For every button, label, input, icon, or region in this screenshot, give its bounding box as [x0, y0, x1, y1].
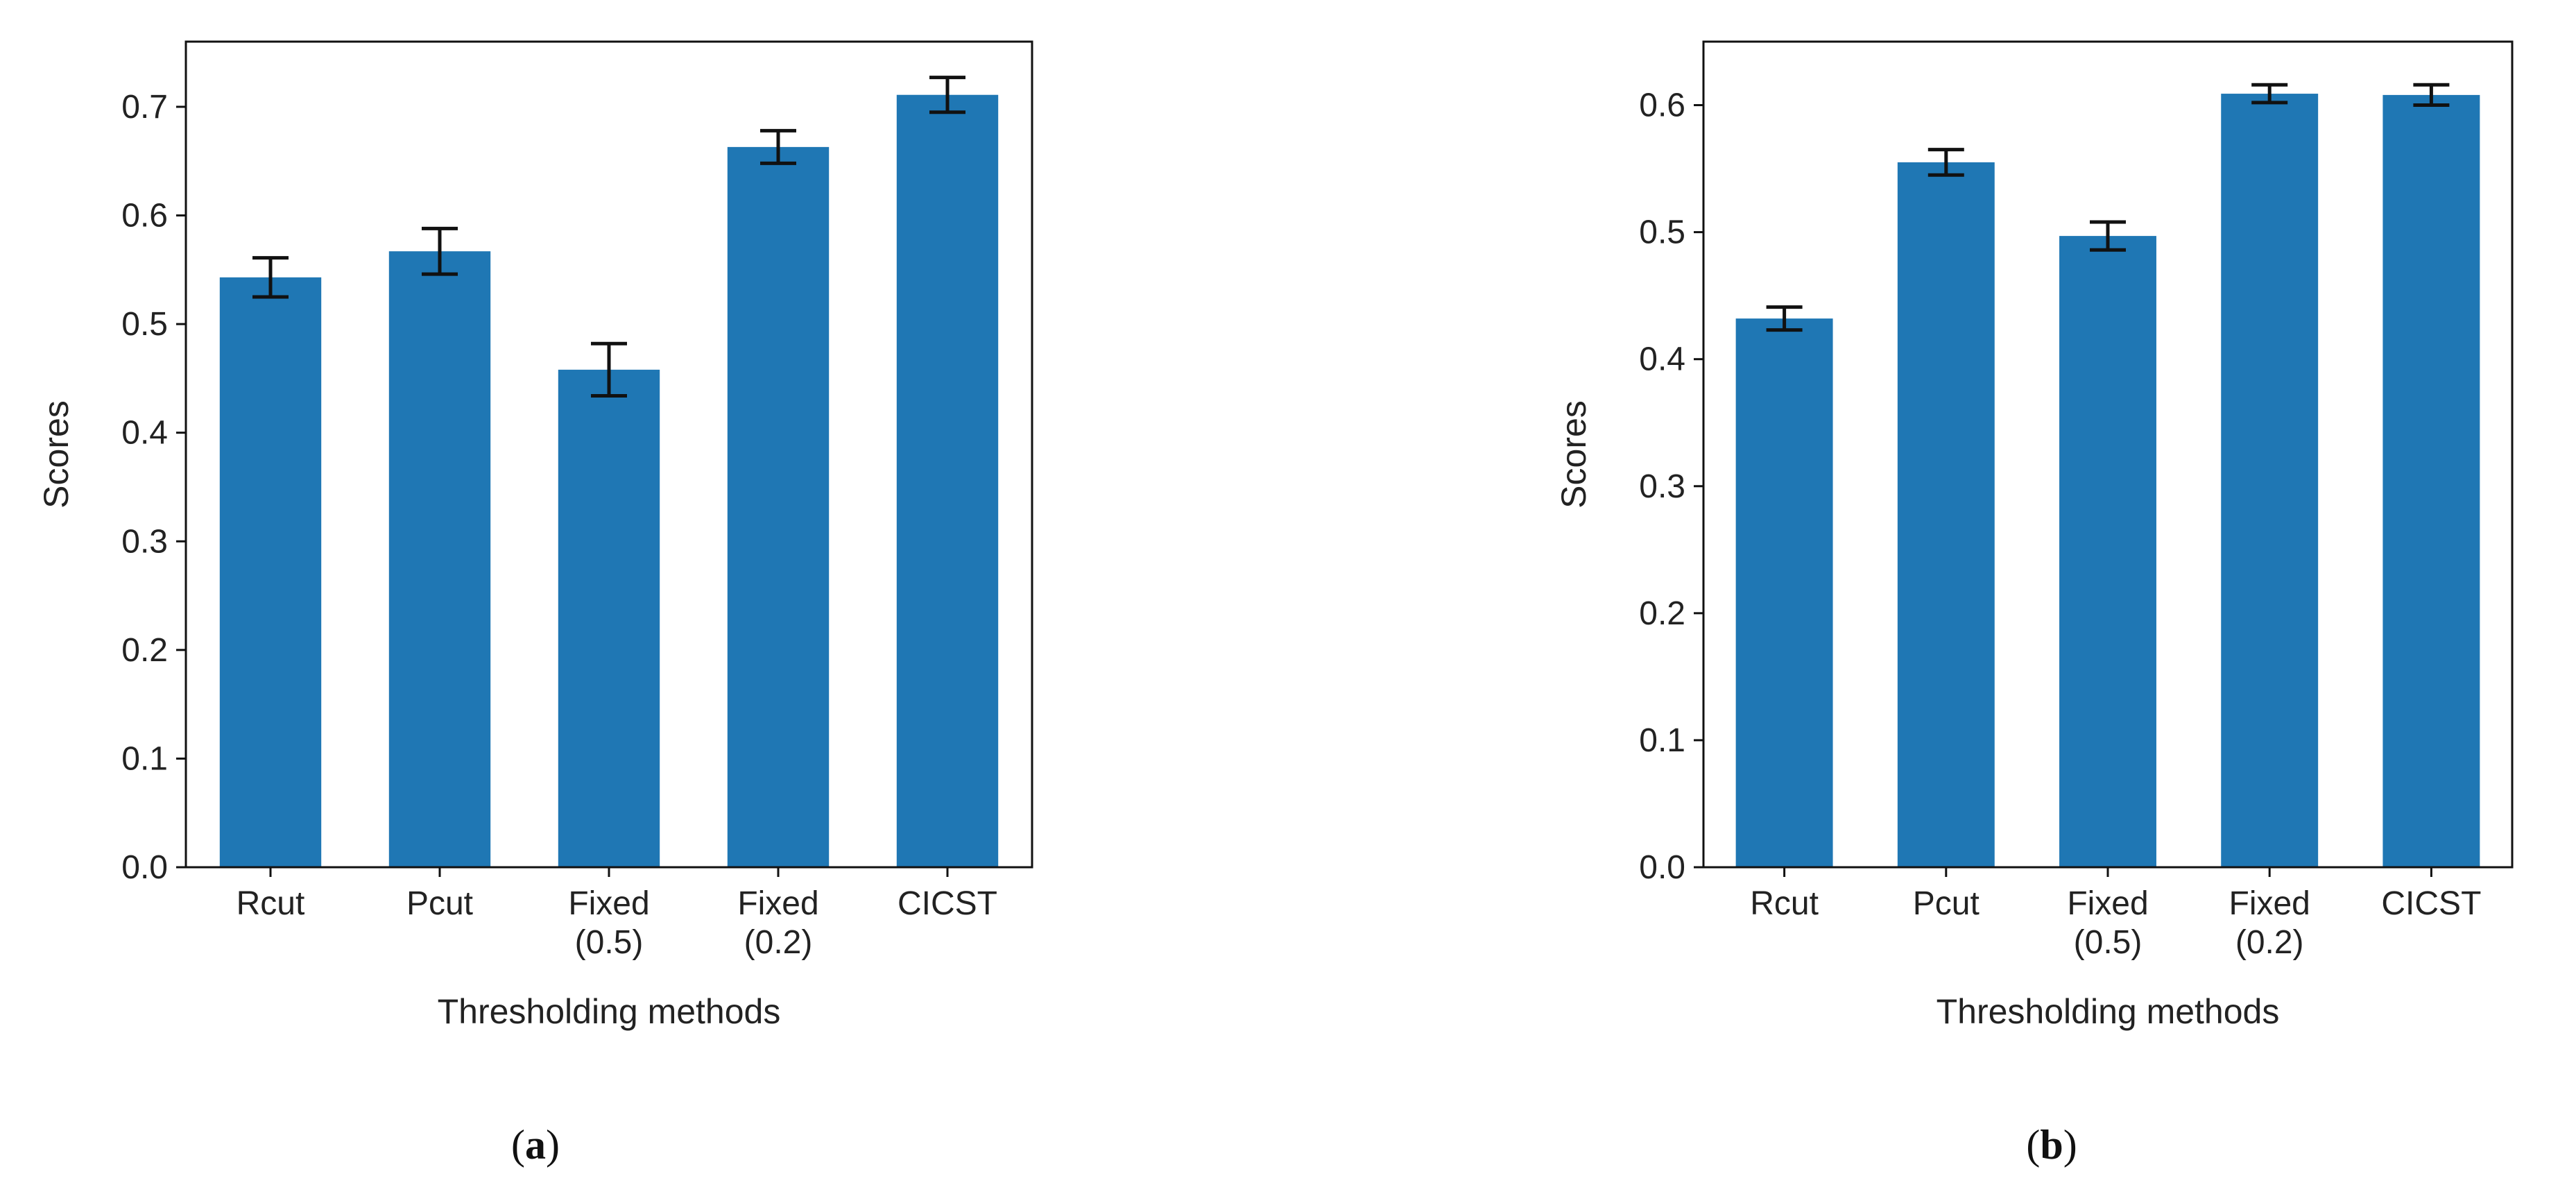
panel-label: (a): [511, 1122, 560, 1168]
y-tick-label: 0.1: [121, 740, 168, 777]
bar: [2382, 94, 2480, 867]
x-tick-label: Fixed (0.2): [737, 885, 818, 961]
bar: [896, 94, 999, 868]
error-bar: [2413, 83, 2450, 108]
x-tick-label: Fixed (0.5): [2067, 885, 2148, 961]
bar: [2221, 94, 2319, 868]
error-bar: [591, 341, 627, 398]
x-tick-label: Pcut: [406, 885, 473, 922]
y-tick-label: 0.4: [1639, 341, 1685, 378]
bar: [388, 251, 491, 867]
y-tick-label: 0.6: [1639, 87, 1685, 124]
x-tick-label: CICST: [2381, 885, 2481, 922]
x-axis-label: Thresholding methods: [438, 992, 781, 1031]
error-bar: [1927, 148, 1964, 177]
error-bar: [1766, 305, 1803, 332]
chart-a: Rcut Pcut Fixed (0.5) Fixed (0.2) CICST 0.0 0.1 0…: [37, 40, 1033, 1168]
error-bar: [422, 226, 458, 276]
y-tick-label: 0.0: [1639, 849, 1685, 886]
y-tick-label: 0.5: [121, 306, 168, 343]
y-axis-label: Scores: [1554, 400, 1593, 509]
x-tick-label: CICST: [898, 885, 997, 922]
chart-b: Rcut Pcut Fixed (0.5) Fixed (0.2) CICST 0.0 0.1 0…: [1554, 40, 2514, 1168]
x-tick-label: Pcut: [1913, 885, 1980, 922]
y-tick-label: 0.7: [121, 89, 168, 126]
plot-frame: [184, 40, 1033, 869]
y-axis-label: Scores: [37, 400, 76, 509]
x-tick-label: Rcut: [237, 885, 305, 922]
y-tick-label: 0.3: [121, 523, 168, 560]
y-tick-label: 0.2: [121, 632, 168, 669]
error-bar: [760, 128, 796, 165]
bar: [558, 369, 660, 867]
error-bar: [2251, 83, 2288, 105]
bar: [727, 146, 830, 867]
y-tick-label: 0.3: [1639, 468, 1685, 505]
y-tick-label: 0.0: [121, 849, 168, 886]
error-bar: [2090, 220, 2126, 252]
y-tick-label: 0.1: [1639, 722, 1685, 759]
error-bar: [929, 76, 965, 114]
bar: [1897, 162, 1995, 867]
error-bar: [252, 256, 289, 299]
y-tick-label: 0.4: [121, 415, 168, 452]
x-tick-label: Fixed (0.5): [568, 885, 649, 961]
bar: [2059, 236, 2156, 868]
y-tick-label: 0.5: [1639, 214, 1685, 251]
bar: [219, 277, 322, 867]
bar: [1735, 318, 1833, 868]
plot-frame: [1702, 40, 2514, 869]
x-tick-label: Rcut: [1750, 885, 1819, 922]
y-tick-label: 0.6: [121, 198, 168, 234]
x-tick-label: Fixed (0.2): [2229, 885, 2310, 961]
x-axis-label: Thresholding methods: [1937, 992, 2280, 1031]
y-tick-label: 0.2: [1639, 595, 1685, 632]
panel-label: (b): [2026, 1122, 2077, 1168]
